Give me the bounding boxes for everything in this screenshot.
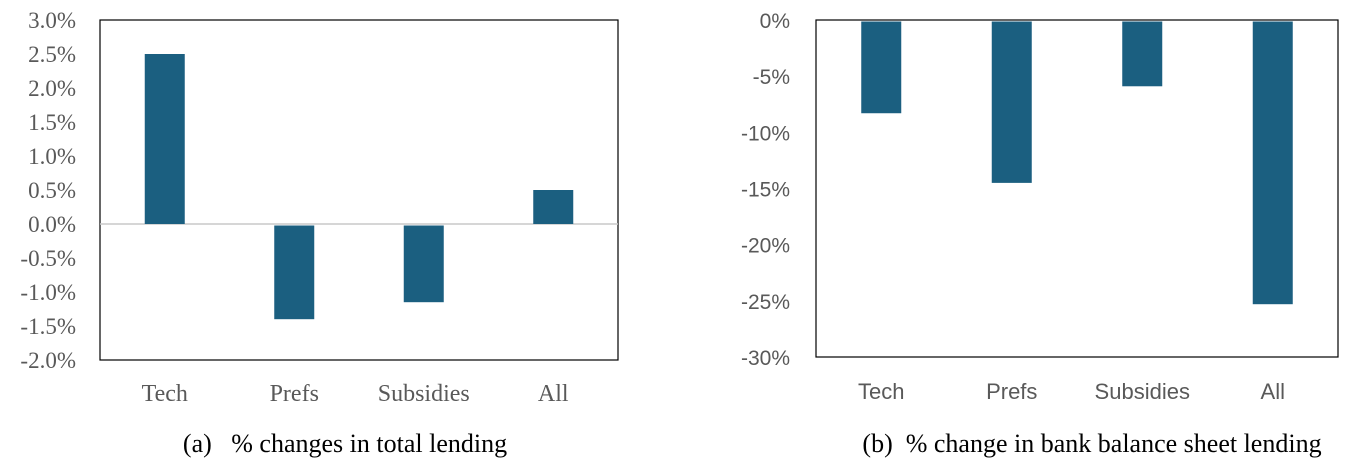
chart-a-plot-area: [99, 19, 619, 361]
chart-a-y-tick-label: -0.5%: [20, 246, 76, 271]
chart-a: 3.0% 2.5% 2.0% 1.5% 1.0% 0.5% 0.0% -0.5% -1.0% -1…: [20, 8, 619, 458]
chart-b-y-tick-label: 0%: [760, 10, 790, 33]
chart-b: 0% -5% -10% -15% -20% -25% -30% Tech Prefs Subsi…: [741, 10, 1339, 458]
chart-a-category-label: All: [538, 381, 569, 407]
chart-a-y-tick-label: 2.5%: [28, 42, 76, 67]
chart-a-y-tick-label: 3.0%: [28, 8, 76, 33]
chart-b-y-tick-label: -20%: [741, 235, 790, 258]
chart-a-bar-all: [533, 190, 574, 224]
chart-a-category-label: Tech: [142, 381, 188, 407]
chart-a-bar-tech: [144, 54, 185, 224]
chart-a-y-tick-label: -2.0%: [20, 348, 76, 373]
chart-b-bar-all: [1252, 21, 1293, 305]
chart-b-bar-subsidies: [1122, 21, 1163, 87]
chart-a-y-tick-label: 0.5%: [28, 178, 76, 203]
chart-b-plot-area: [815, 19, 1339, 358]
chart-a-bar-prefs: [274, 225, 315, 320]
chart-b-bar-prefs: [991, 21, 1032, 183]
chart-a-y-tick-label: 1.5%: [28, 110, 76, 135]
chart-b-y-tick-label: -25%: [741, 291, 790, 314]
chart-a-y-tick-label: 0.0%: [28, 212, 76, 237]
chart-b-category-label: Subsidies: [1095, 379, 1190, 404]
chart-a-bar-subsidies: [403, 225, 444, 303]
chart-a-y-tick-label: 2.0%: [28, 76, 76, 101]
chart-b-category-label: Tech: [858, 379, 904, 404]
chart-a-category-label: Subsidies: [378, 381, 470, 407]
chart-a-y-tick-label: -1.0%: [20, 280, 76, 305]
chart-b-y-tick-label: -10%: [741, 122, 790, 145]
chart-a-category-label: Prefs: [270, 381, 319, 407]
chart-b-bar-tech: [861, 21, 902, 114]
chart-a-y-tick-label: -1.5%: [20, 314, 76, 339]
chart-b-caption: (b) % change in bank balance sheet lendi…: [862, 429, 1321, 458]
chart-b-y-tick-label: -30%: [741, 347, 790, 370]
chart-b-y-tick-label: -5%: [753, 66, 790, 89]
chart-b-category-label: All: [1261, 379, 1285, 404]
chart-b-category-label: Prefs: [986, 379, 1037, 404]
chart-b-y-tick-label: -15%: [741, 179, 790, 202]
chart-a-y-tick-label: 1.0%: [28, 144, 76, 169]
chart-a-caption: (a) % changes in total lending: [183, 429, 507, 458]
